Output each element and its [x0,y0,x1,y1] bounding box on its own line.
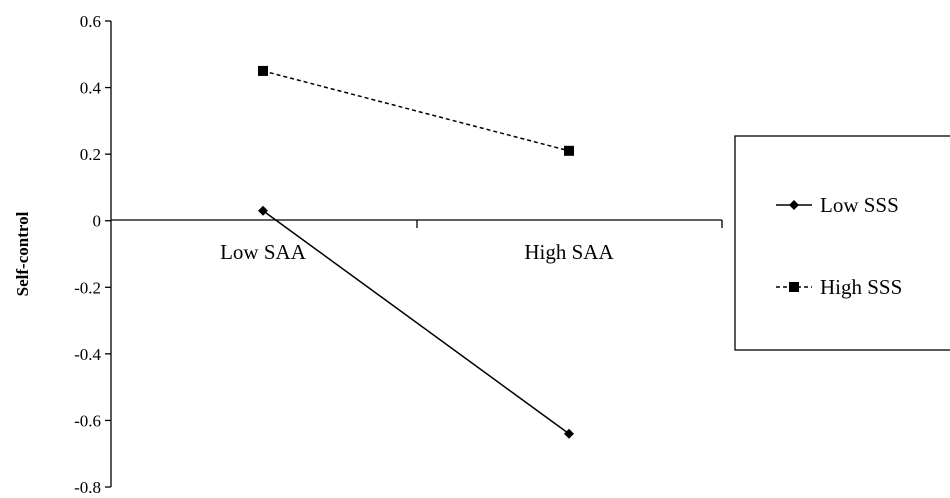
legend-label: High SSS [820,275,902,299]
x-category-label: Low SAA [220,240,307,264]
series-low-sss [258,205,574,439]
y-tick-label: 0.6 [80,12,101,31]
legend-label: Low SSS [820,193,899,217]
y-tick-label: -0.4 [74,345,101,364]
data-point-square [258,65,268,76]
series-high-sss [258,65,574,156]
series-line [262,70,570,152]
x-category-label: High SAA [524,240,614,264]
series-line [262,210,570,435]
y-tick-label: 0 [93,212,102,231]
series-layer [258,65,574,439]
y-tick-label: 0.2 [80,145,101,164]
legend-marker-square [789,282,799,292]
data-point-square [564,145,574,156]
y-tick-label: -0.8 [74,478,101,497]
y-tick-label: -0.2 [74,278,101,297]
data-point-diamond [258,205,268,216]
x-axis: Low SAA High SAA [111,219,723,264]
data-point-diamond [564,428,574,439]
y-axis-label: Self-control [13,211,32,296]
y-tick-label: 0.4 [80,79,102,98]
legend: Low SSS High SSS [734,135,950,351]
y-tick-label: -0.6 [74,411,101,430]
y-axis: 0.6 0.4 0.2 0 -0.2 -0.4 -0.6 -0.8 Self-control [13,12,112,497]
legend-marker-diamond [789,200,799,210]
legend-box [734,135,950,351]
